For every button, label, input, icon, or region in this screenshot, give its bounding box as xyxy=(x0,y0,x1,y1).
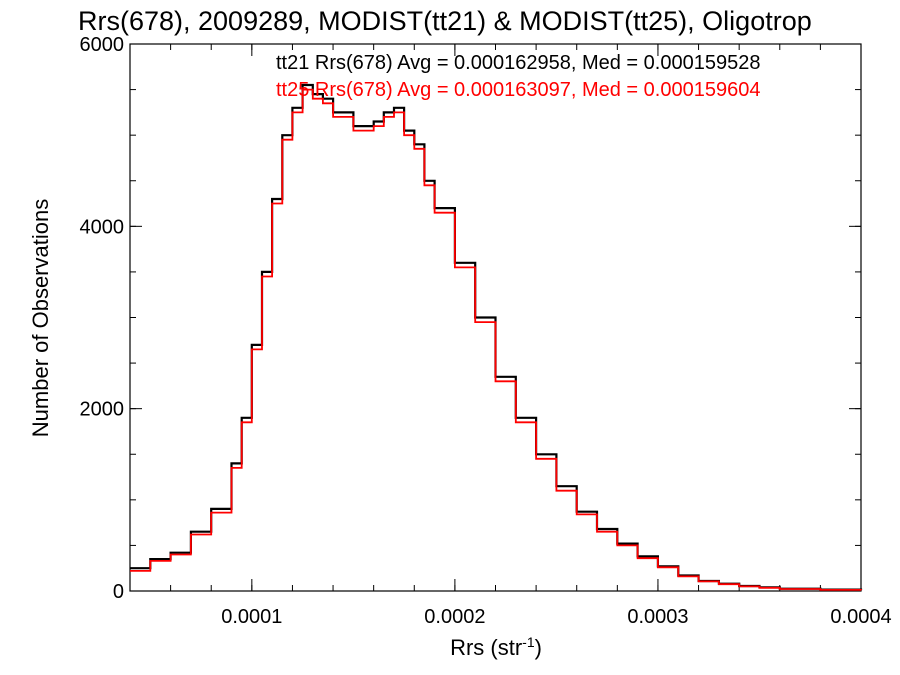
series-line-tt25 xyxy=(130,88,862,591)
x-axis-label-close: ) xyxy=(535,635,542,660)
y-tick-label: 6000 xyxy=(80,34,125,56)
x-tick-label: 0.0002 xyxy=(424,606,485,628)
x-tick-label: 0.0001 xyxy=(221,606,282,628)
y-tick-label: 4000 xyxy=(80,216,125,238)
x-tick-label: 0.0004 xyxy=(830,606,891,628)
y-tick-label: 2000 xyxy=(80,399,125,421)
y-tick-label: 0 xyxy=(113,581,124,603)
stats-annotation: tt21 Rrs(678) Avg = 0.000162958, Med = 0… xyxy=(276,52,760,74)
data-series xyxy=(130,83,863,591)
chart-title: Rrs(678), 2009289, MODIST(tt21) & MODIST… xyxy=(78,6,812,36)
stats-annotation: tt25 Rrs(678) Avg = 0.000163097, Med = 0… xyxy=(276,79,760,101)
x-tick-label: 0.0003 xyxy=(627,606,688,628)
x-axis-label-exponent: -1 xyxy=(522,634,535,650)
y-axis-label: Number of Observations xyxy=(28,199,53,437)
x-axis-label: Rrs (str-1) xyxy=(450,634,542,660)
axis-ticks: 0.0001 0.0002 0.0003 0.0004 0 2000 4000 6000 xyxy=(80,34,892,628)
x-axis-label-main: Rrs (str xyxy=(450,635,522,660)
annotations: tt21 Rrs(678) Avg = 0.000162958, Med = 0… xyxy=(276,52,760,101)
